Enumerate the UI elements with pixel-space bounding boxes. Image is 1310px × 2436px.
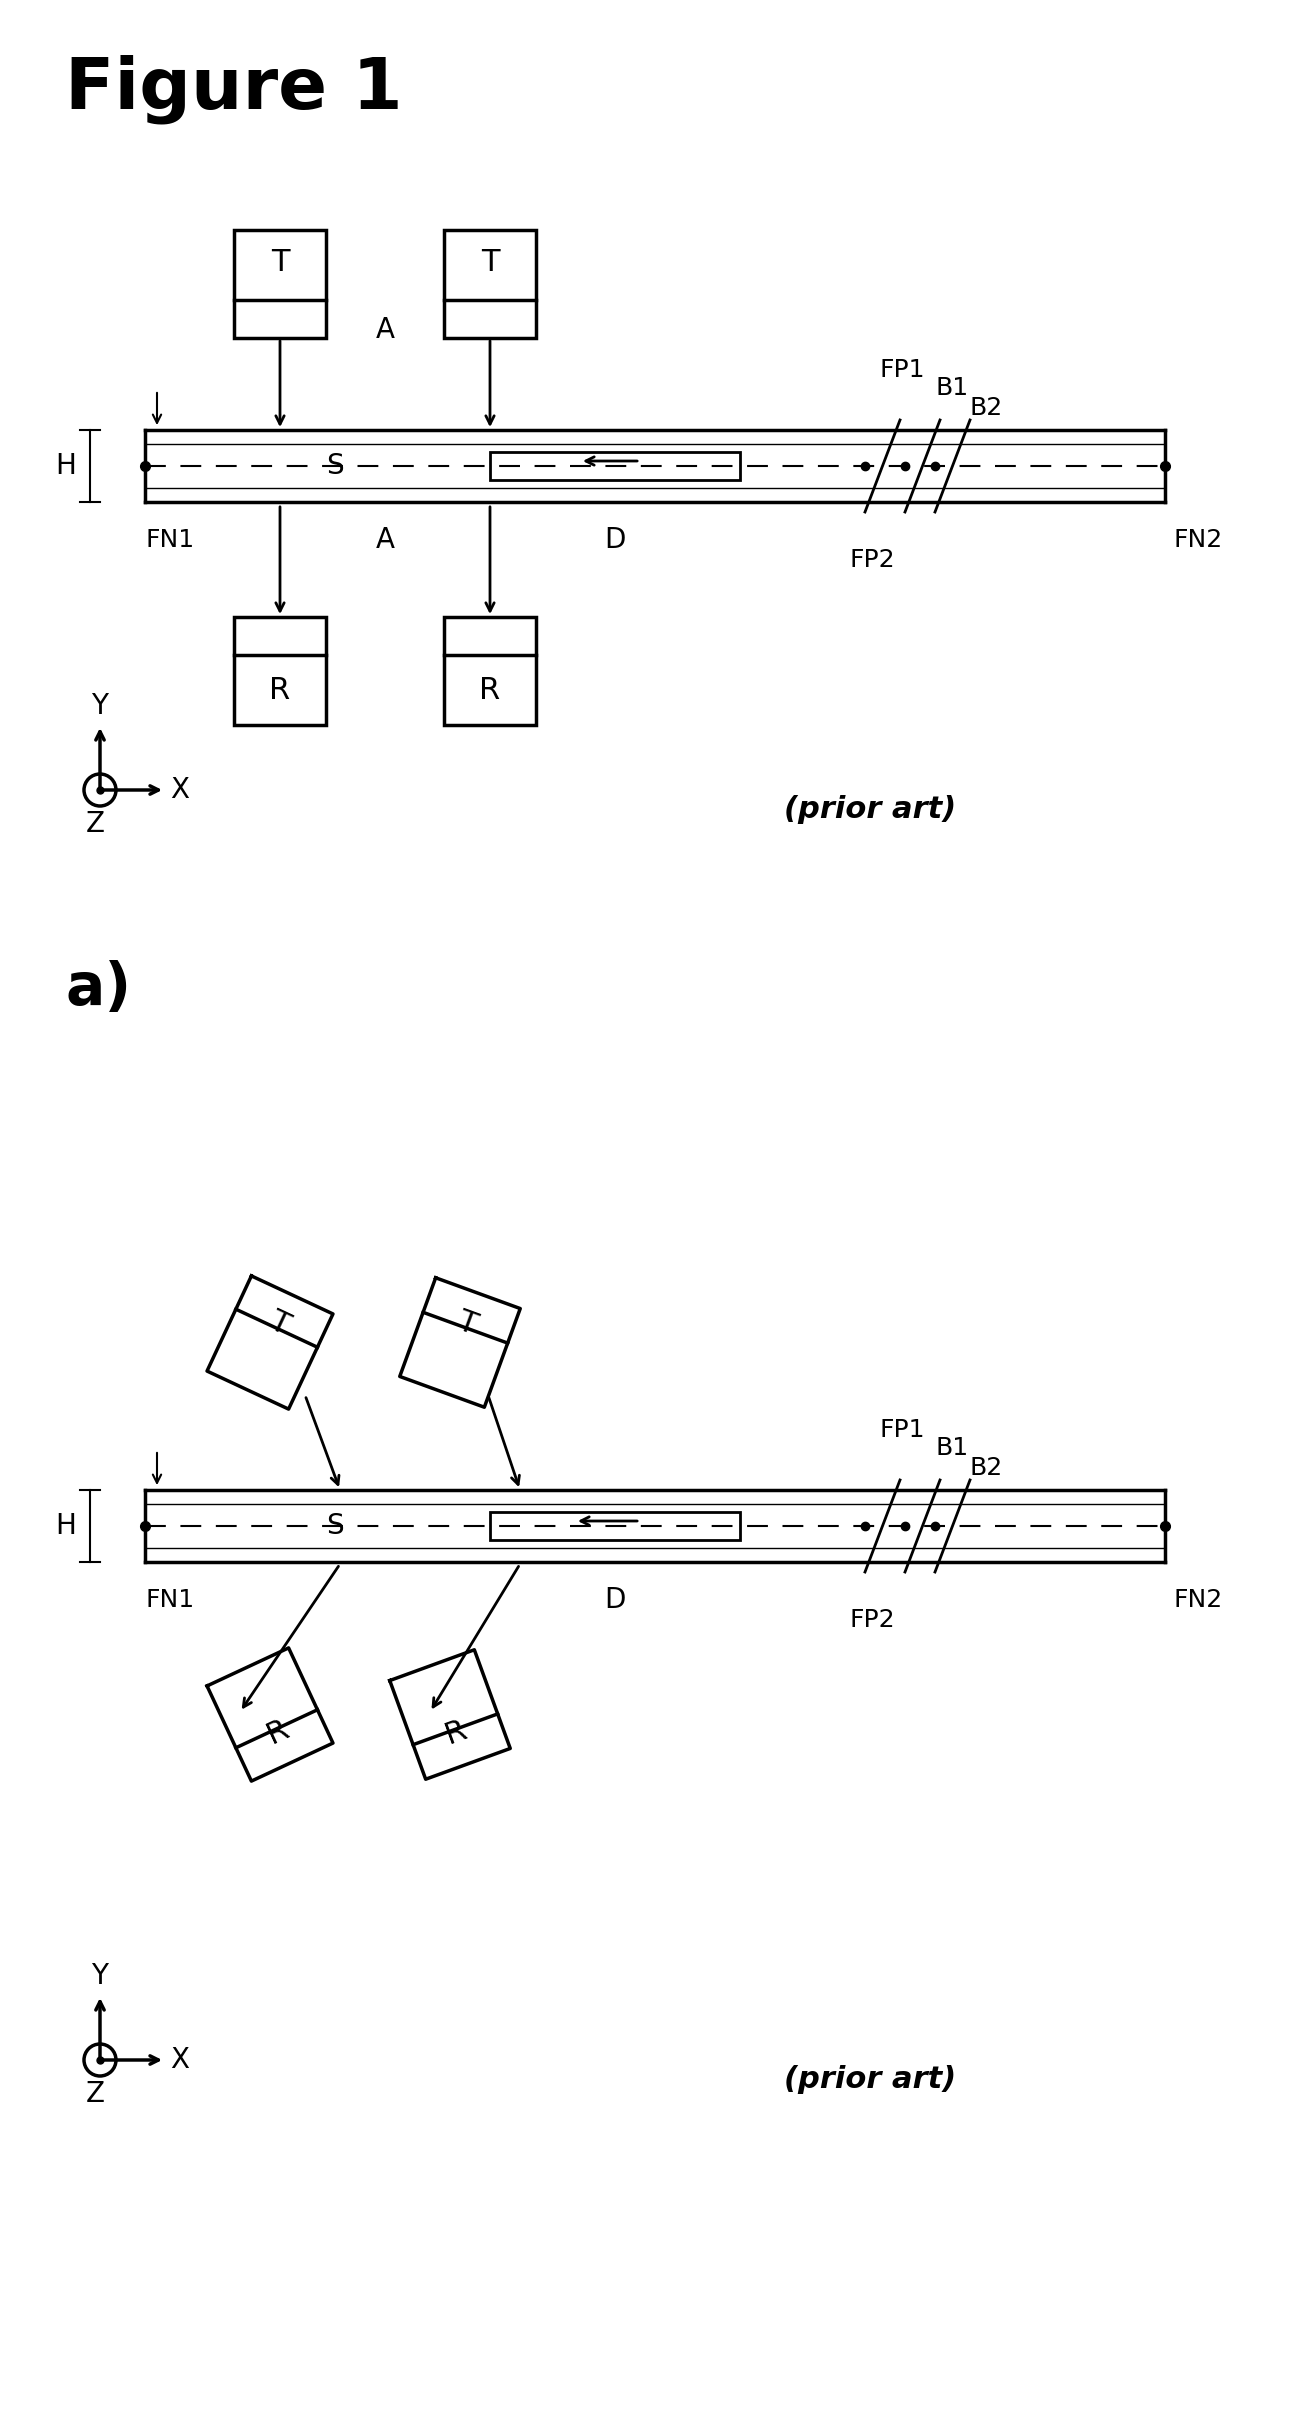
Text: FP1: FP1 <box>880 1418 925 1442</box>
Bar <box>444 229 536 339</box>
Text: Y: Y <box>92 1961 109 1990</box>
Text: A: A <box>376 317 394 343</box>
Bar <box>234 616 326 726</box>
Text: S: S <box>326 453 343 480</box>
Bar <box>234 229 326 339</box>
Text: B1: B1 <box>935 1435 968 1459</box>
Text: T: T <box>481 248 499 278</box>
Text: B1: B1 <box>935 375 968 400</box>
Text: R: R <box>270 675 291 704</box>
Text: D: D <box>604 1586 626 1615</box>
Bar <box>490 453 740 480</box>
Text: T: T <box>265 1306 293 1340</box>
Text: B2: B2 <box>969 1457 1003 1481</box>
Text: R: R <box>479 675 500 704</box>
Text: FN2: FN2 <box>1172 529 1222 553</box>
Text: FN1: FN1 <box>145 529 194 553</box>
Text: T: T <box>453 1306 481 1340</box>
Text: T: T <box>271 248 290 278</box>
Text: FP2: FP2 <box>850 1608 896 1632</box>
Text: B2: B2 <box>969 397 1003 419</box>
Text: Y: Y <box>92 692 109 721</box>
Text: Figure 1: Figure 1 <box>66 56 402 124</box>
Text: a): a) <box>66 960 131 1016</box>
Text: (prior art): (prior art) <box>783 797 956 823</box>
Text: (prior art): (prior art) <box>783 2066 956 2095</box>
Text: FP1: FP1 <box>880 358 925 382</box>
Text: H: H <box>55 1513 76 1540</box>
Text: H: H <box>55 453 76 480</box>
Text: R: R <box>441 1715 472 1749</box>
Text: FN1: FN1 <box>145 1588 194 1613</box>
Text: D: D <box>604 526 626 553</box>
Text: A: A <box>376 526 394 553</box>
Text: S: S <box>326 1513 343 1540</box>
Text: Z: Z <box>85 2080 105 2107</box>
Text: X: X <box>170 777 189 804</box>
Text: FN2: FN2 <box>1172 1588 1222 1613</box>
Bar <box>444 616 536 726</box>
Text: FP2: FP2 <box>850 548 896 572</box>
Text: Z: Z <box>85 811 105 838</box>
Text: R: R <box>262 1715 293 1749</box>
Bar <box>490 1513 740 1540</box>
Text: X: X <box>170 2046 189 2073</box>
